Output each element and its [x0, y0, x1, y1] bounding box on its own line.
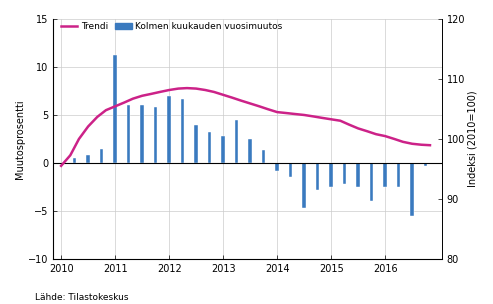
Bar [289, 163, 292, 177]
Bar [141, 105, 144, 163]
Bar [208, 132, 211, 163]
Bar [262, 150, 265, 163]
Bar [73, 158, 76, 163]
Bar [424, 163, 427, 166]
Bar [329, 163, 333, 187]
Bar [397, 163, 400, 187]
Bar [194, 125, 198, 163]
Bar [275, 163, 279, 171]
Bar [410, 163, 414, 216]
Bar [384, 163, 387, 187]
Bar [221, 136, 225, 163]
Bar [113, 54, 117, 163]
Bar [302, 163, 306, 208]
Bar [316, 163, 319, 190]
Bar [154, 107, 157, 163]
Text: Lähde: Tilastokeskus: Lähde: Tilastokeskus [35, 293, 128, 302]
Bar [127, 105, 131, 163]
Bar [86, 155, 90, 163]
Bar [167, 96, 171, 163]
Y-axis label: Muutosprosentti: Muutosprosentti [15, 99, 25, 179]
Bar [343, 163, 347, 184]
Bar [235, 120, 239, 163]
Bar [248, 139, 252, 163]
Y-axis label: Indeksi (2010=100): Indeksi (2010=100) [468, 91, 478, 187]
Bar [356, 163, 360, 187]
Bar [370, 163, 374, 201]
Legend: Trendi, Kolmen kuukauden vuosimuutos: Trendi, Kolmen kuukauden vuosimuutos [58, 19, 286, 35]
Bar [181, 99, 184, 163]
Bar [100, 149, 104, 163]
